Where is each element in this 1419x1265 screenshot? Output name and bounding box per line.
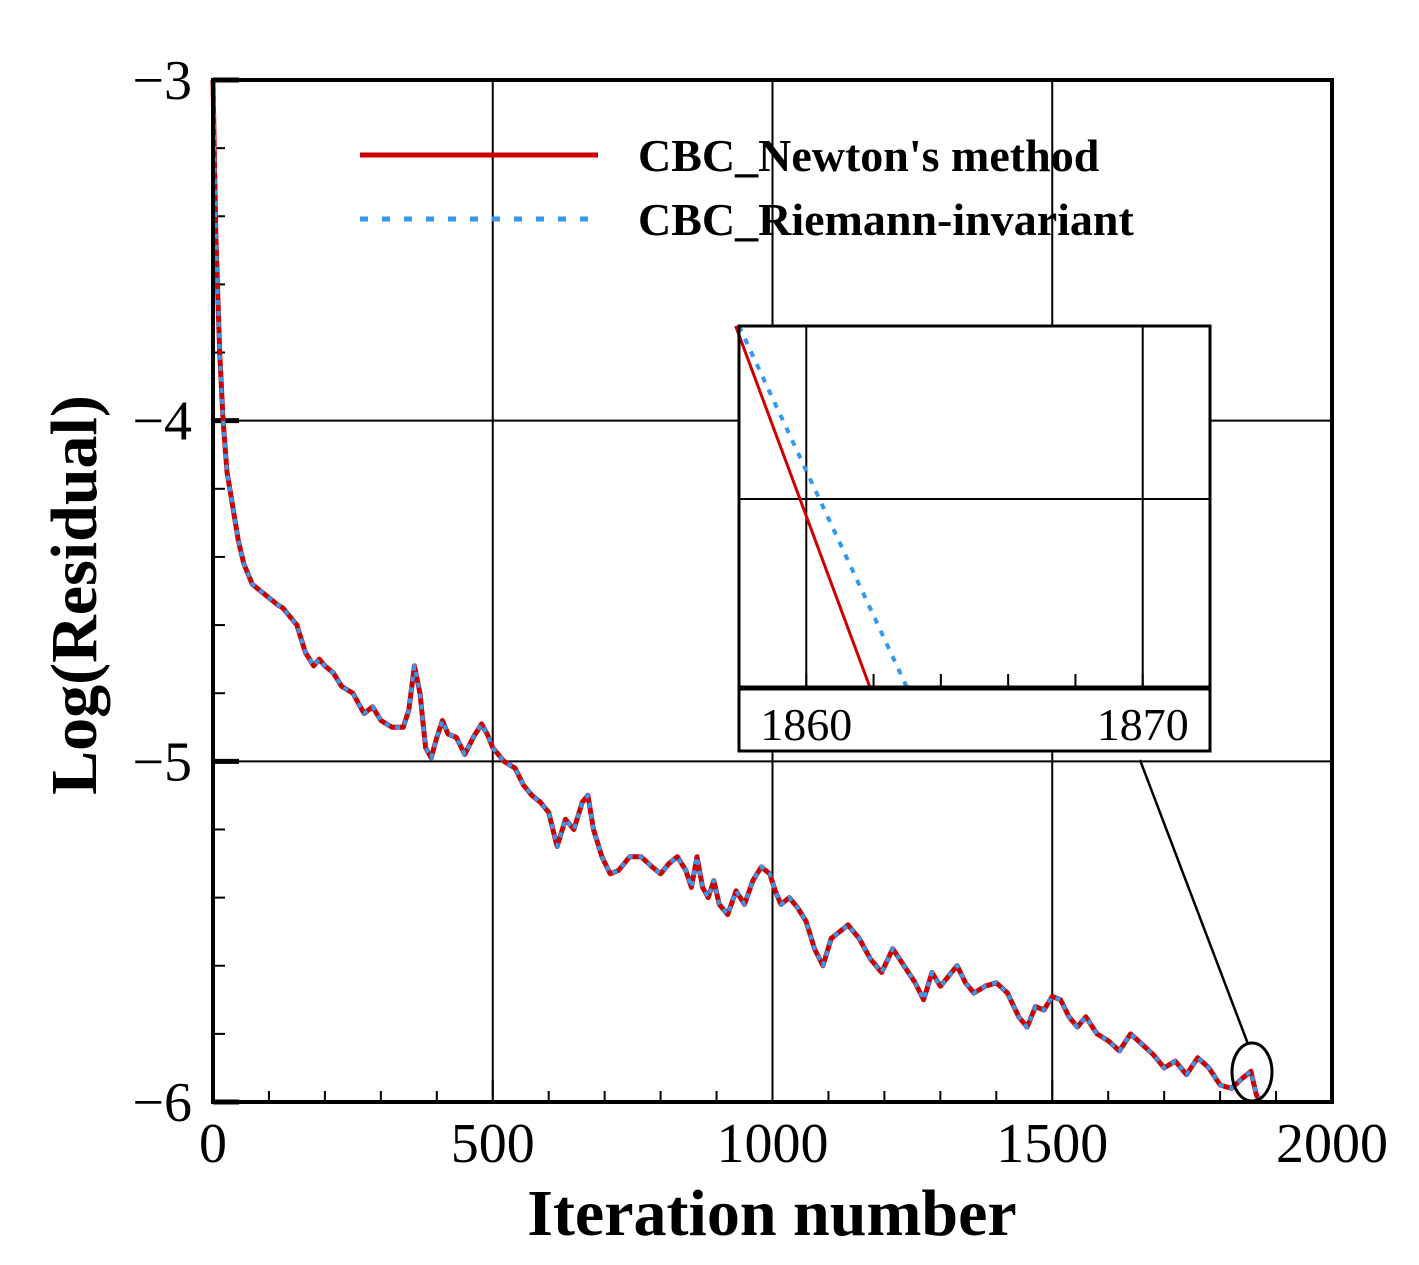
x-tick-label: 1500 xyxy=(996,1113,1108,1175)
series-newton-line xyxy=(210,79,1263,1104)
inset-grid xyxy=(739,326,1210,688)
inset-tick-label: 1860 xyxy=(760,699,852,750)
series-layer xyxy=(210,79,1263,1104)
zoom-ellipse xyxy=(1230,1041,1274,1103)
inset-newton-line xyxy=(734,325,872,689)
legend: CBC_Newton's method CBC_Riemann-invarian… xyxy=(360,130,1134,245)
y-tick-label: −5 xyxy=(132,731,192,793)
y-tick-labels: −3 −4 −5 −6 xyxy=(132,50,192,1134)
legend-label-newton: CBC_Newton's method xyxy=(638,130,1100,181)
y-axis-title: Log(Residual) xyxy=(38,395,111,795)
inset: 1860 1870 xyxy=(734,324,1212,753)
y-tick-label: −6 xyxy=(132,1072,192,1134)
y-tick-label: −3 xyxy=(132,50,192,112)
inset-tick-label: 1870 xyxy=(1097,699,1189,750)
inset-frame xyxy=(737,324,1212,753)
x-tick-label: 1000 xyxy=(717,1113,829,1175)
inset-tick-labels: 1860 1870 xyxy=(760,699,1188,750)
x-tick-label: 500 xyxy=(451,1113,535,1175)
plot-frame xyxy=(211,78,1334,1104)
x-tick-label: 2000 xyxy=(1276,1113,1388,1175)
inset-riemann-line xyxy=(737,325,910,689)
x-tick-labels: 0 500 1000 1500 2000 xyxy=(199,1113,1388,1175)
x-axis-title: Iteration number xyxy=(527,1177,1016,1250)
y-tick-label: −4 xyxy=(132,391,192,453)
zoom-connector xyxy=(1138,759,1250,1045)
legend-label-riemann: CBC_Riemann-invariant xyxy=(638,194,1134,245)
inset-series xyxy=(734,325,910,689)
x-tick-label: 0 xyxy=(199,1113,227,1175)
